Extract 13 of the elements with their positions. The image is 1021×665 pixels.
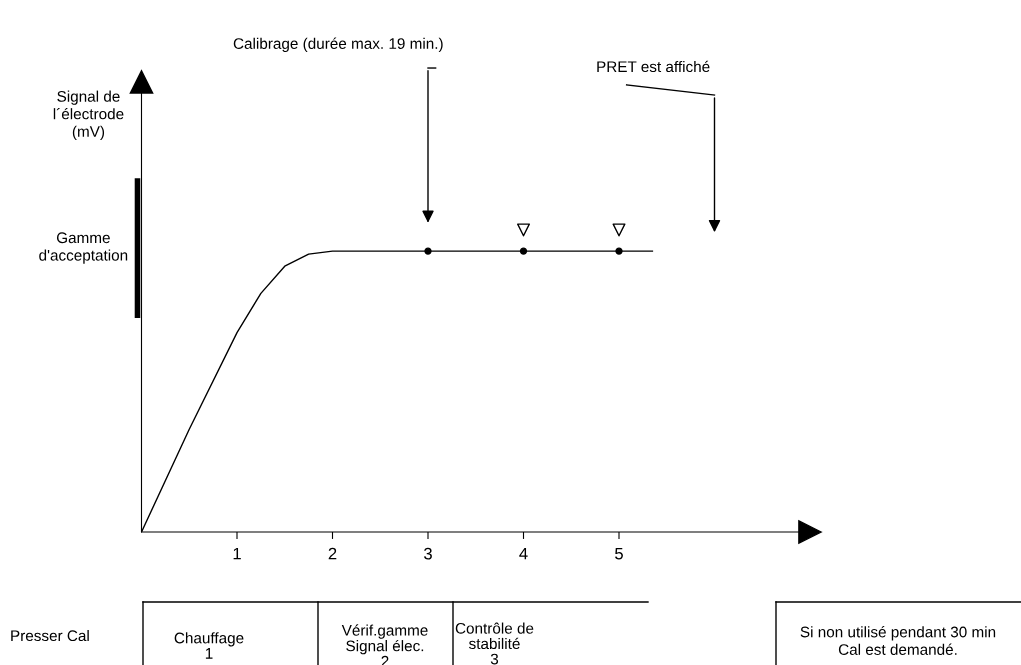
x-tick-label: 1 [233, 547, 241, 560]
x-tick-label: 4 [519, 547, 528, 560]
text: Signal de l´électrode (mV) [53, 90, 124, 140]
text: Contrôle de stabilité 3 [455, 622, 534, 665]
x-tick-label: 2 [328, 547, 337, 560]
text: Chauffage 1 [174, 632, 244, 659]
x-tick-label: 5 [615, 547, 623, 560]
text: Presser Cal [11, 629, 89, 642]
text: PRET est affiché [597, 60, 710, 73]
x-tick-label: 3 [424, 547, 432, 560]
chart-title: Calibrage (durée max. 19 min.) [233, 37, 443, 52]
text: Gamme d'acceptation [39, 232, 128, 264]
text: Si non utilisé pendant 30 min Cal est demandé. [800, 626, 996, 655]
